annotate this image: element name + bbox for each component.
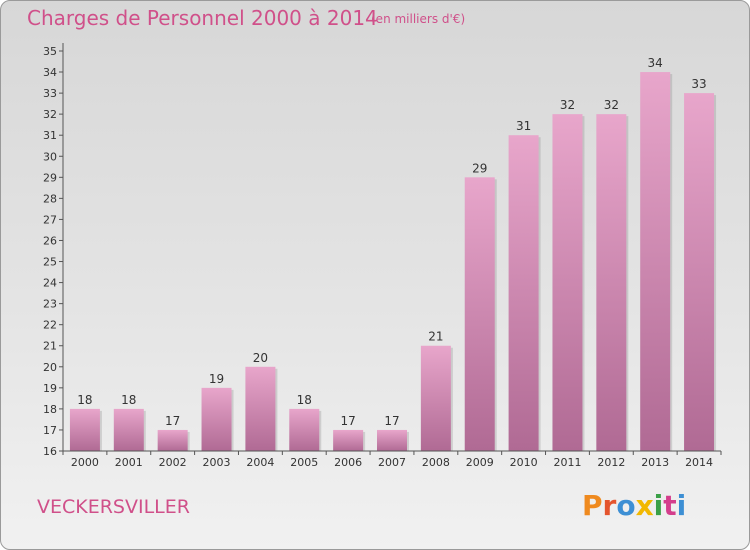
x-tick-label-2000: 2000 bbox=[71, 456, 99, 469]
x-tick-label-2004: 2004 bbox=[246, 456, 274, 469]
y-tick-label: 23 bbox=[43, 298, 57, 311]
y-tick-label: 31 bbox=[43, 129, 57, 142]
bar-2004[interactable] bbox=[245, 366, 276, 451]
y-tick-label: 16 bbox=[43, 445, 57, 458]
data-label-2009: 29 bbox=[472, 161, 487, 175]
x-tick-label-2007: 2007 bbox=[378, 456, 406, 469]
x-tick-label-2006: 2006 bbox=[334, 456, 362, 469]
y-tick-label: 35 bbox=[43, 45, 57, 58]
bar-2013[interactable] bbox=[640, 72, 671, 451]
logo-letter: P bbox=[582, 489, 603, 522]
x-tick-label-2009: 2009 bbox=[466, 456, 494, 469]
y-tick-label: 19 bbox=[43, 382, 57, 395]
logo-letter: i bbox=[653, 489, 664, 522]
chart-subtitle: (en milliers d'€) bbox=[371, 12, 466, 26]
y-tick-label: 27 bbox=[43, 213, 57, 226]
y-tick-label: 20 bbox=[43, 361, 57, 374]
logo-letter: r bbox=[602, 489, 617, 522]
x-tick-label-2011: 2011 bbox=[553, 456, 581, 469]
bar-2011[interactable] bbox=[552, 114, 583, 451]
chart-title: Charges de Personnel 2000 à 2014 bbox=[27, 6, 378, 30]
y-tick-label: 29 bbox=[43, 171, 57, 184]
y-tick-label: 28 bbox=[43, 192, 57, 205]
logo-letter: x bbox=[635, 489, 654, 522]
y-tick-label: 33 bbox=[43, 87, 57, 100]
data-label-2005: 18 bbox=[297, 393, 312, 407]
bar-2009[interactable] bbox=[464, 177, 495, 451]
bar-2002[interactable] bbox=[157, 429, 188, 451]
data-label-2003: 19 bbox=[209, 372, 224, 386]
x-tick-label-2013: 2013 bbox=[641, 456, 669, 469]
data-label-2008: 21 bbox=[428, 330, 443, 344]
x-tick-label-2012: 2012 bbox=[597, 456, 625, 469]
data-label-2010: 31 bbox=[516, 119, 531, 133]
bar-2005[interactable] bbox=[289, 408, 320, 451]
proxiti-logo[interactable]: Proxiti bbox=[582, 489, 686, 522]
y-tick-label: 21 bbox=[43, 340, 57, 353]
y-tick-label: 22 bbox=[43, 319, 57, 332]
bar-2008[interactable] bbox=[420, 345, 451, 451]
data-label-2000: 18 bbox=[77, 393, 92, 407]
data-label-2013: 34 bbox=[648, 56, 663, 70]
place-name: VECKERSVILLER bbox=[37, 496, 190, 518]
data-label-2001: 18 bbox=[121, 393, 136, 407]
bar-2010[interactable] bbox=[508, 135, 539, 452]
y-tick-label: 32 bbox=[43, 108, 57, 121]
x-tick-label-2002: 2002 bbox=[159, 456, 187, 469]
data-label-2006: 17 bbox=[340, 414, 355, 428]
x-tick-label-2003: 2003 bbox=[203, 456, 231, 469]
data-label-2011: 32 bbox=[560, 98, 575, 112]
x-tick-label-2010: 2010 bbox=[510, 456, 538, 469]
y-tick-label: 30 bbox=[43, 150, 57, 163]
data-label-2014: 33 bbox=[691, 77, 706, 91]
logo-letter: t bbox=[663, 489, 677, 522]
data-label-2002: 17 bbox=[165, 414, 180, 428]
bar-2012[interactable] bbox=[596, 114, 627, 451]
data-label-2007: 17 bbox=[384, 414, 399, 428]
x-tick-label-2014: 2014 bbox=[685, 456, 713, 469]
y-tick-label: 34 bbox=[43, 66, 57, 79]
x-tick-label-2008: 2008 bbox=[422, 456, 450, 469]
bar-2014[interactable] bbox=[684, 93, 715, 452]
logo-letter: i bbox=[676, 489, 687, 522]
bar-2000[interactable] bbox=[69, 408, 100, 451]
bar-2001[interactable] bbox=[113, 408, 144, 451]
logo-letter: o bbox=[616, 489, 636, 522]
y-tick-label: 26 bbox=[43, 234, 57, 247]
y-tick-label: 17 bbox=[43, 424, 57, 437]
x-tick-label-2001: 2001 bbox=[115, 456, 143, 469]
bar-2003[interactable] bbox=[201, 387, 232, 451]
data-label-2012: 32 bbox=[604, 98, 619, 112]
y-tick-label: 24 bbox=[43, 277, 57, 290]
bar-2006[interactable] bbox=[333, 429, 364, 451]
bar-2007[interactable] bbox=[377, 429, 407, 451]
y-tick-label: 18 bbox=[43, 403, 57, 416]
y-tick-label: 25 bbox=[43, 256, 57, 269]
data-label-2004: 20 bbox=[253, 351, 268, 365]
x-tick-label-2005: 2005 bbox=[290, 456, 318, 469]
